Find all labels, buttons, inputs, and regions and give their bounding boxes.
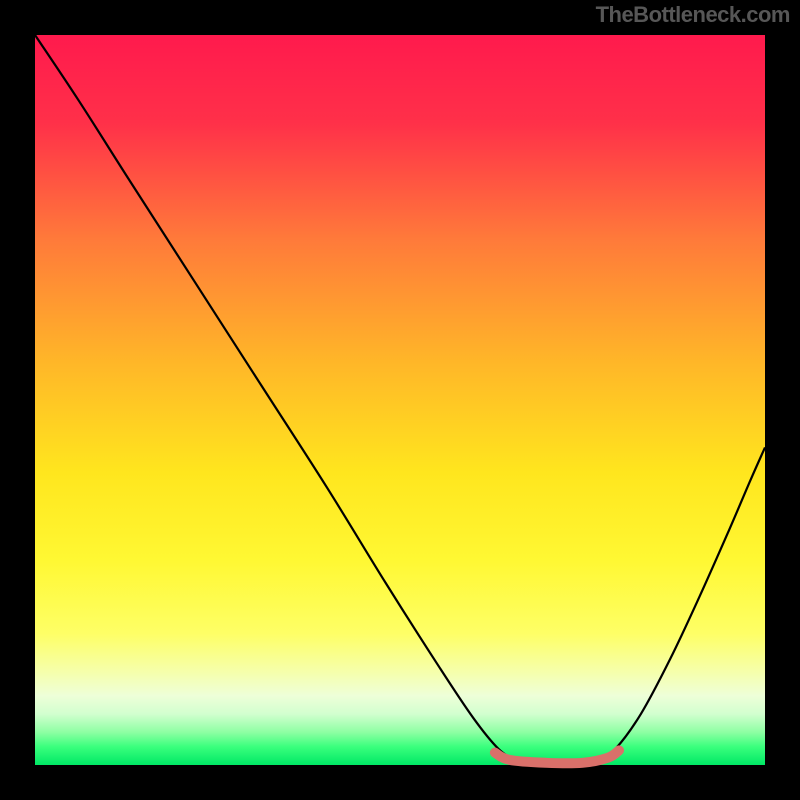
gradient-background <box>35 35 765 765</box>
bottleneck-chart <box>0 0 800 800</box>
attribution-text: TheBottleneck.com <box>596 2 790 28</box>
chart-container: TheBottleneck.com <box>0 0 800 800</box>
